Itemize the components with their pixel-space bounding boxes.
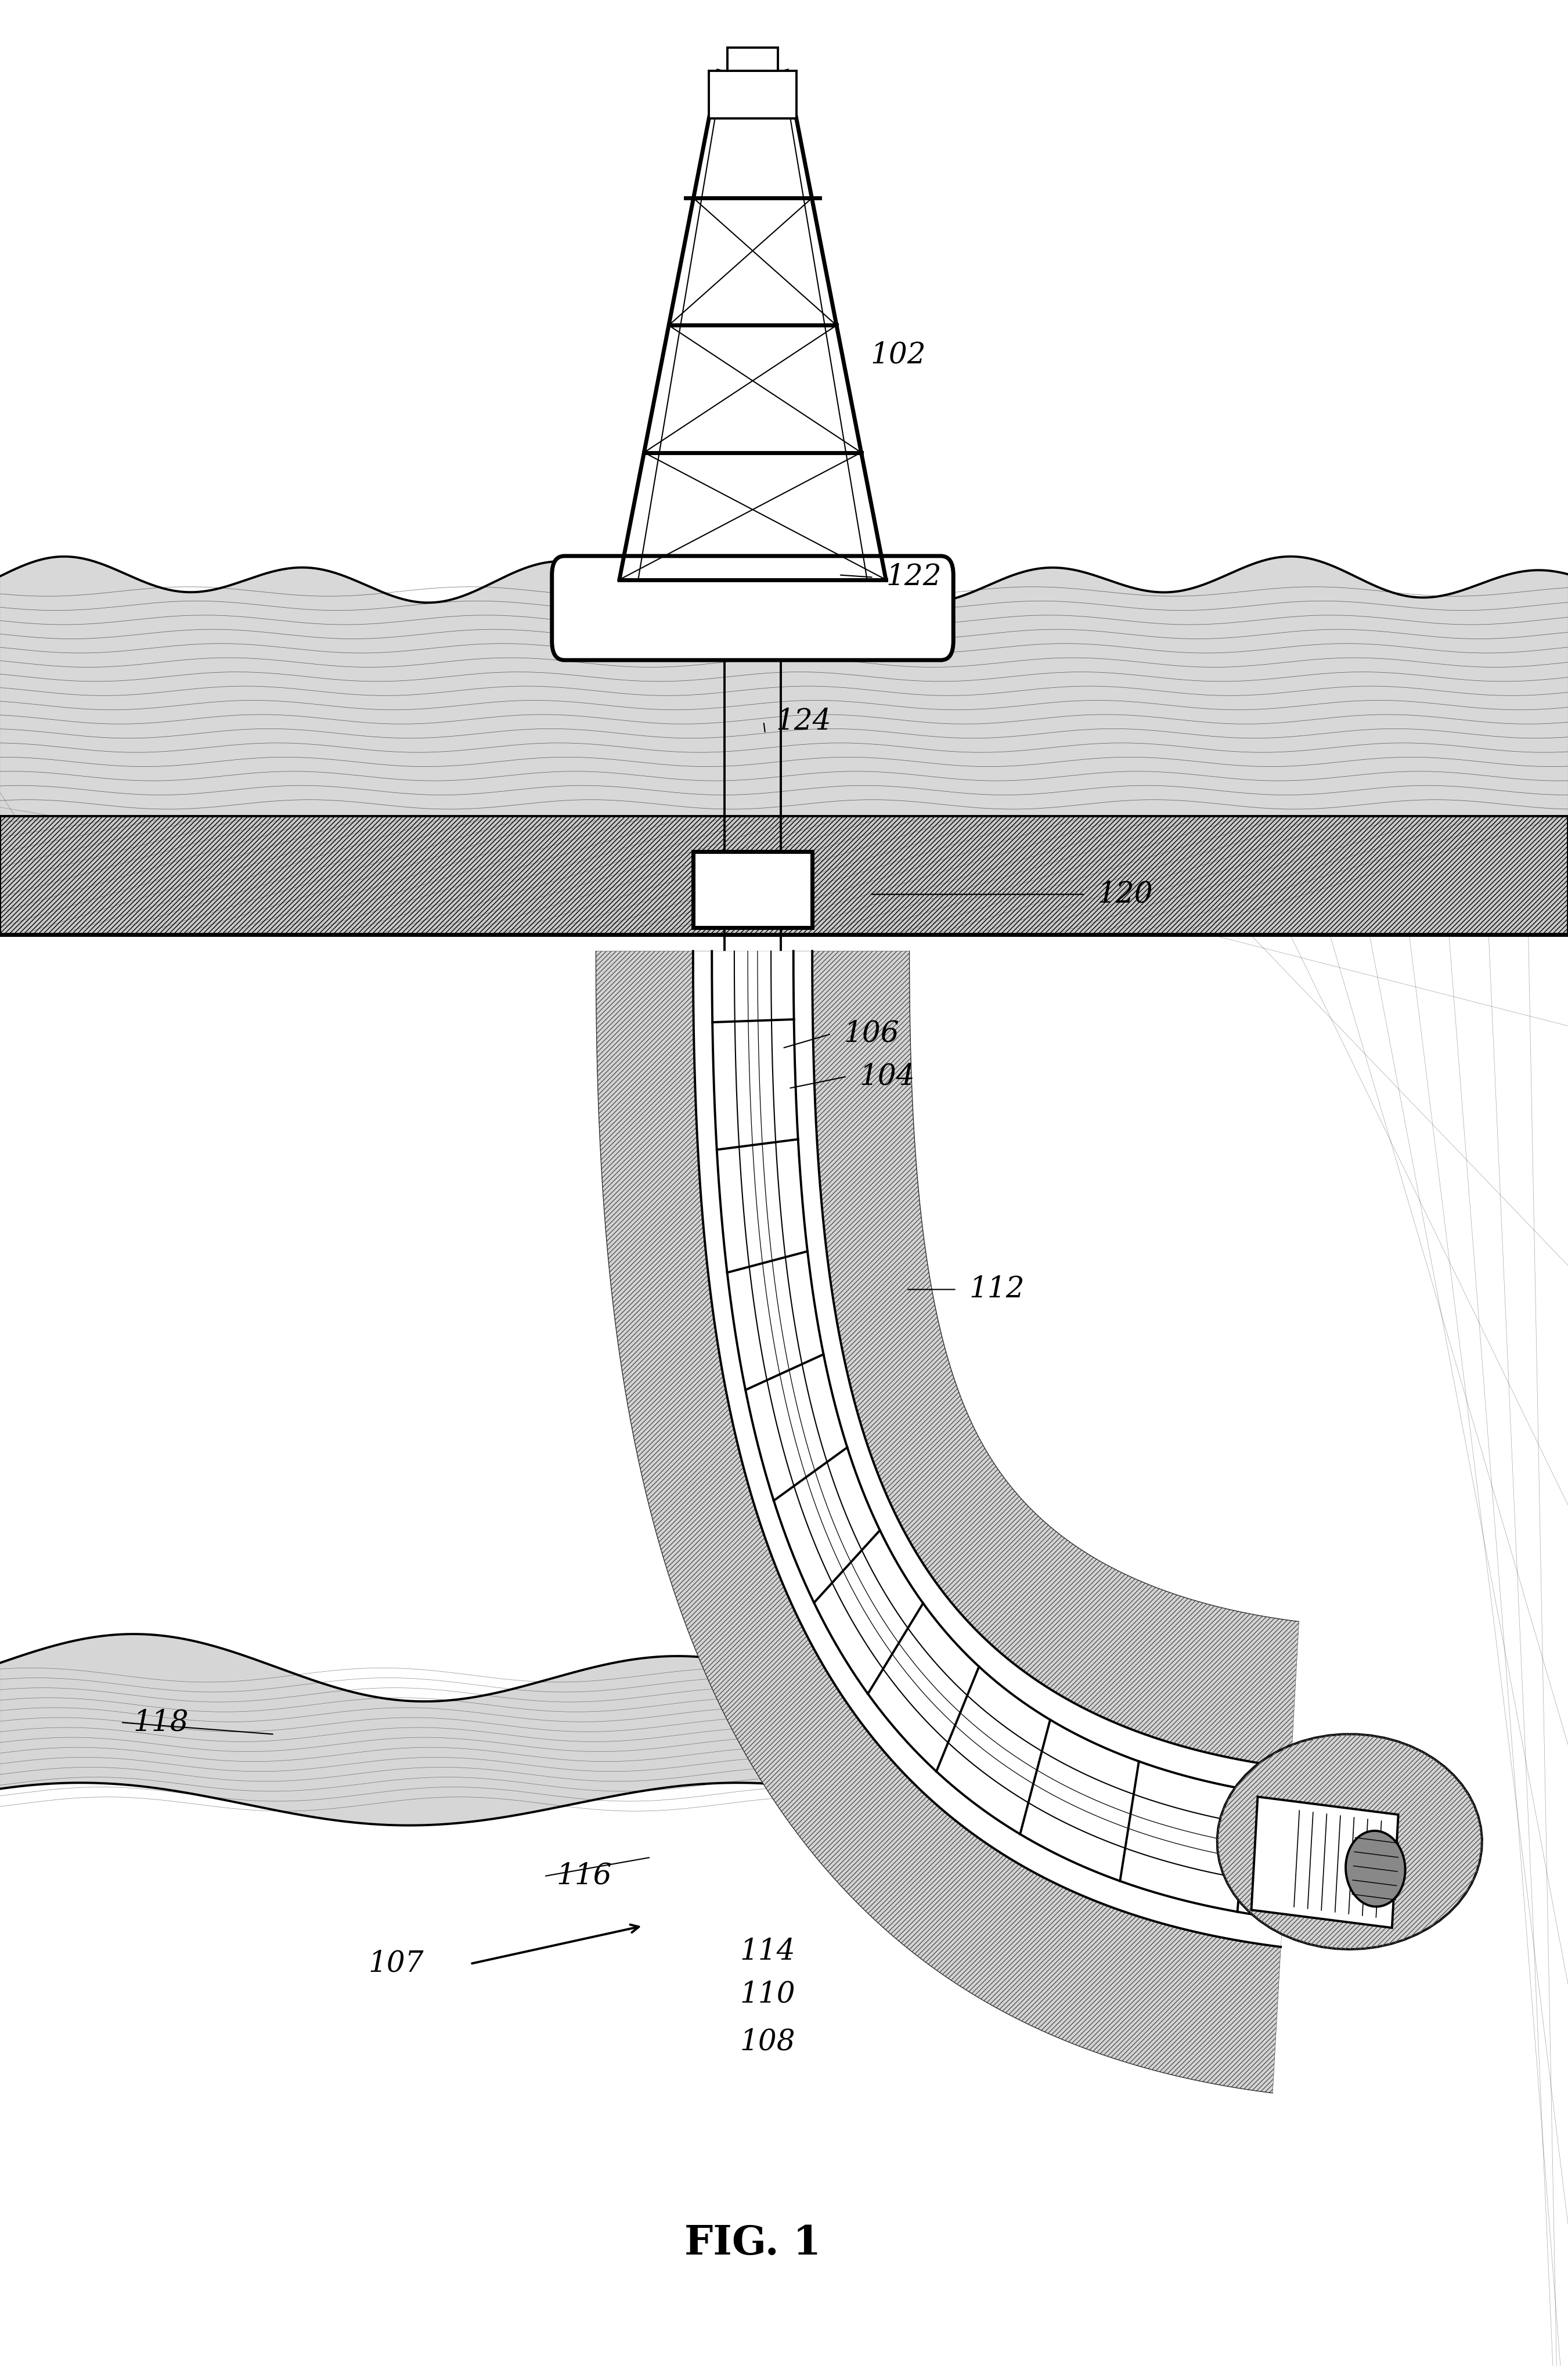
Text: 122: 122 <box>886 563 941 592</box>
Text: 124: 124 <box>776 707 831 736</box>
Polygon shape <box>693 951 1290 1947</box>
Polygon shape <box>596 951 1298 2094</box>
Text: 108: 108 <box>740 2028 795 2056</box>
Text: 112: 112 <box>969 1275 1024 1304</box>
Ellipse shape <box>1345 1831 1405 1907</box>
Bar <box>728 47 778 71</box>
Polygon shape <box>1217 1734 1482 1950</box>
Text: FIG. 1: FIG. 1 <box>684 2224 822 2262</box>
FancyBboxPatch shape <box>552 556 953 660</box>
Polygon shape <box>1251 1796 1399 1928</box>
Text: 114: 114 <box>740 1938 795 1966</box>
Text: 106: 106 <box>844 1020 898 1048</box>
Text: 120: 120 <box>1098 880 1152 909</box>
Text: 104: 104 <box>859 1062 914 1091</box>
Text: 110: 110 <box>740 1980 795 2009</box>
Bar <box>0 816 1568 935</box>
Text: 107: 107 <box>368 1950 423 1978</box>
Bar <box>693 852 812 927</box>
Bar <box>0 816 1568 935</box>
Polygon shape <box>712 951 1289 1919</box>
Bar <box>709 71 797 118</box>
Text: 118: 118 <box>133 1708 188 1737</box>
Text: 116: 116 <box>557 1862 612 1890</box>
Text: 102: 102 <box>870 341 925 369</box>
